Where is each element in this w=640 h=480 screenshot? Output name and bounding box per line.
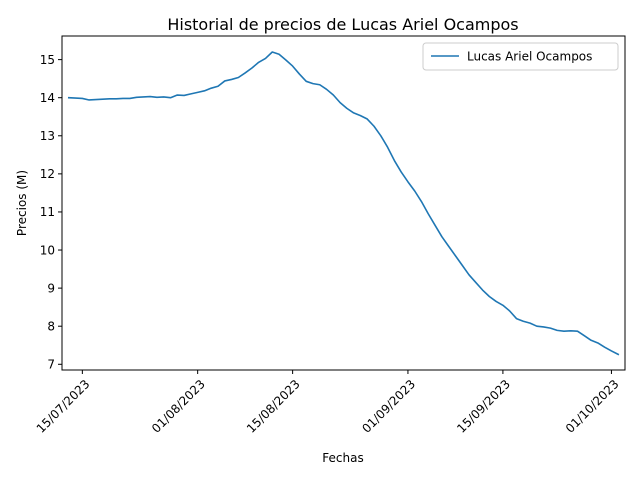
series-line-lucas-ariel-ocampos	[67, 51, 620, 356]
y-tick-label: 14	[40, 91, 55, 105]
x-axis-label: Fechas	[322, 451, 363, 465]
y-tick-label: 9	[47, 281, 55, 295]
y-tick-label: 12	[40, 167, 55, 181]
x-tick-label: 01/10/2023	[563, 377, 622, 436]
x-tick-label: 15/07/2023	[34, 377, 93, 436]
x-tick-label: 15/09/2023	[454, 377, 513, 436]
y-tick-label: 11	[40, 205, 55, 219]
x-tick-label: 15/08/2023	[244, 377, 303, 436]
series-layer	[67, 51, 620, 356]
x-axis-ticks: 15/07/2023 01/08/2023 15/08/2023 01/09/2023…	[34, 370, 622, 436]
x-tick-label: 01/09/2023	[359, 377, 418, 436]
chart-title: Historial de precios de Lucas Ariel Ocam…	[167, 15, 518, 34]
legend-label: Lucas Ariel Ocampos	[467, 50, 592, 64]
y-axis-label: Precios (M)	[15, 170, 29, 236]
x-tick-label: 01/08/2023	[149, 377, 208, 436]
y-tick-label: 7	[47, 358, 55, 372]
y-tick-label: 8	[47, 320, 55, 334]
y-tick-label: 13	[40, 129, 55, 143]
y-tick-label: 15	[40, 53, 55, 67]
legend-box	[422, 42, 619, 71]
y-axis-ticks: 7 8 9 10 11 12 13 14 15	[40, 53, 62, 372]
legend: Lucas Ariel Ocampos	[422, 42, 619, 71]
plot-area-frame	[61, 35, 626, 371]
y-tick-label: 10	[40, 243, 55, 257]
